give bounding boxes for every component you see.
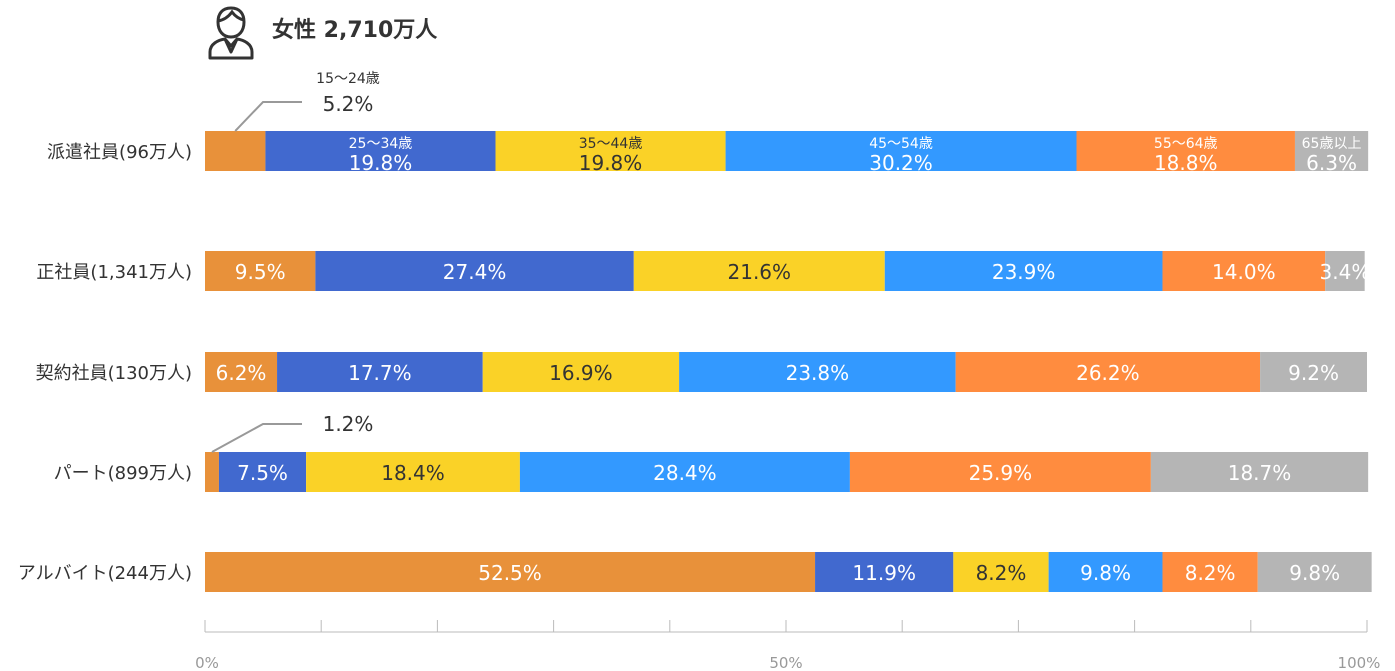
data-label: 25.9% xyxy=(969,461,1033,485)
data-label: 9.8% xyxy=(1080,561,1131,585)
segment-name-label: 55〜64歳 xyxy=(1154,136,1218,152)
data-label: 6.3% xyxy=(1306,151,1357,175)
bar-segment xyxy=(815,552,954,592)
bar-segment xyxy=(482,352,680,392)
category-label: アルバイト(244万人) xyxy=(18,563,192,584)
bar-segment xyxy=(679,352,956,392)
bar-segment xyxy=(265,131,496,171)
bar-segment xyxy=(849,452,1151,492)
bar-segment xyxy=(1076,131,1295,171)
segment-name-label: 35〜44歳 xyxy=(579,136,643,152)
data-label: 9.8% xyxy=(1289,561,1340,585)
segment-name-label: 15〜24歳 xyxy=(316,71,380,87)
data-label: 8.2% xyxy=(1185,561,1236,585)
data-label: 18.7% xyxy=(1228,461,1292,485)
data-label: 30.2% xyxy=(869,151,933,175)
bar-segment xyxy=(205,251,316,291)
x-tick-label: 100% xyxy=(1338,654,1381,671)
bar-segment xyxy=(205,131,266,171)
data-label: 23.9% xyxy=(992,260,1056,284)
category-label: 派遣社員(96万人) xyxy=(47,142,192,163)
bar-segment xyxy=(633,251,885,291)
data-label: 18.8% xyxy=(1154,151,1218,175)
bar-segment xyxy=(955,352,1261,392)
data-label: 21.6% xyxy=(728,260,792,284)
chart-header: 女性 2,710万人 xyxy=(0,0,1395,70)
data-label: 3.4% xyxy=(1320,260,1371,284)
bar-segment xyxy=(495,131,726,171)
data-label: 14.0% xyxy=(1212,260,1276,284)
data-label: 7.5% xyxy=(237,461,288,485)
data-label: 11.9% xyxy=(852,561,916,585)
category-label: 正社員(1,341万人) xyxy=(36,262,192,283)
bar-segment xyxy=(277,352,483,392)
data-label: 26.2% xyxy=(1076,361,1140,385)
bar-segment xyxy=(953,552,1049,592)
bar-segment xyxy=(205,452,219,492)
category-label: パート(899万人) xyxy=(54,463,192,484)
data-label: 5.2% xyxy=(323,92,374,116)
segment-name-label: 65歳以上 xyxy=(1302,136,1362,152)
data-label: 18.4% xyxy=(381,461,445,485)
category-label: 契約社員(130万人) xyxy=(36,363,192,384)
data-label: 17.7% xyxy=(348,361,412,385)
leader-line xyxy=(234,101,302,132)
data-label: 16.9% xyxy=(549,361,613,385)
segment-name-label: 45〜54歳 xyxy=(869,136,933,152)
bar-segment xyxy=(315,251,634,291)
data-label: 23.8% xyxy=(786,361,850,385)
bar-segment xyxy=(1162,251,1326,291)
leader-line xyxy=(211,423,302,453)
data-label: 8.2% xyxy=(976,561,1027,585)
bar-segment xyxy=(205,552,816,592)
bar-segment xyxy=(1260,352,1367,392)
bar-segment xyxy=(1325,251,1365,291)
data-label: 6.2% xyxy=(216,361,267,385)
bar-segment xyxy=(884,251,1163,291)
data-label: 19.8% xyxy=(349,151,413,175)
x-tick-label: 50% xyxy=(769,654,802,671)
data-label: 1.2% xyxy=(323,412,374,436)
bar-segment xyxy=(519,452,850,492)
data-label: 52.5% xyxy=(478,561,542,585)
bar-segment xyxy=(306,452,520,492)
data-label: 19.8% xyxy=(579,151,643,175)
person-icon xyxy=(208,6,254,60)
data-label: 9.2% xyxy=(1288,361,1339,385)
data-label: 28.4% xyxy=(653,461,717,485)
bar-segment xyxy=(1048,552,1163,592)
chart-title: 女性 2,710万人 xyxy=(272,18,438,43)
bar-segment xyxy=(218,452,307,492)
bar-segment xyxy=(1150,452,1369,492)
bar-segment xyxy=(1162,552,1258,592)
segment-name-label: 25〜34歳 xyxy=(349,136,413,152)
bar-segment xyxy=(205,352,278,392)
x-tick-label: 0% xyxy=(195,654,219,671)
bar-segment xyxy=(1294,131,1369,171)
bar-segment xyxy=(725,131,1077,171)
data-label: 27.4% xyxy=(443,260,507,284)
data-label: 9.5% xyxy=(235,260,286,284)
bar-segment xyxy=(1257,552,1372,592)
